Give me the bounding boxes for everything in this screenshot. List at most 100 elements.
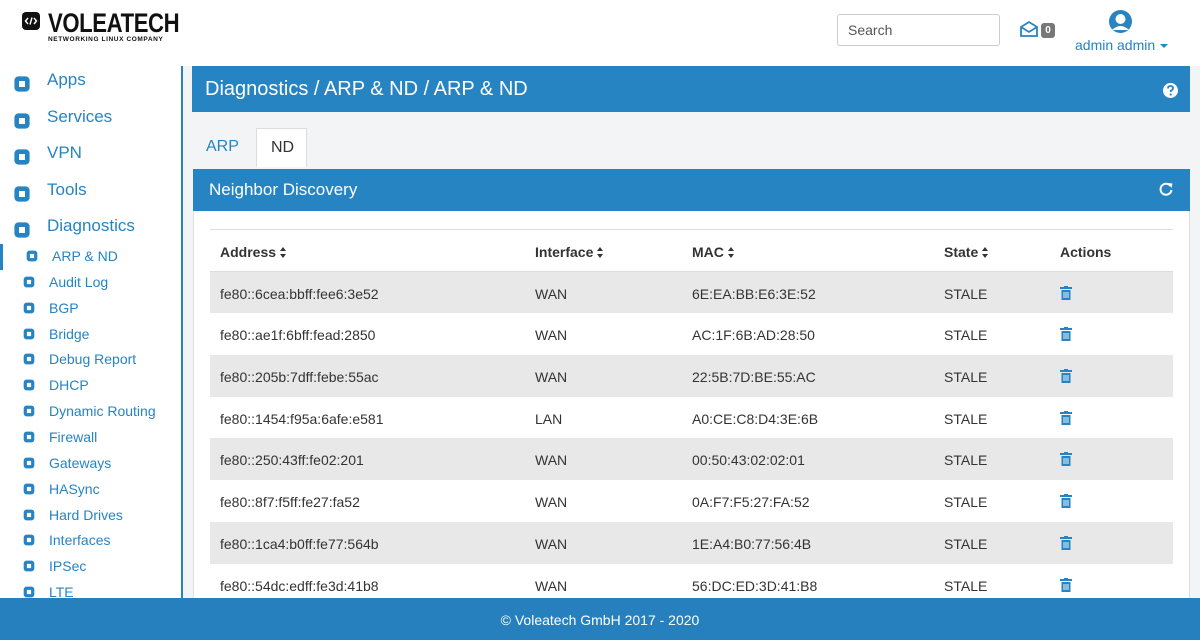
sidebar: Apps Services VPN Tools Diagnostics ARP & ND A… (0, 66, 183, 598)
column-header[interactable]: State (944, 244, 989, 260)
delete-icon[interactable] (1060, 577, 1072, 592)
user-menu[interactable]: admin admin (1075, 37, 1169, 53)
table-cell: 22:5B:7D:BE:55:AC (692, 369, 816, 386)
refresh-icon[interactable] (1159, 182, 1173, 196)
table-cell: 6E:EA:BB:E6:3E:52 (692, 285, 816, 302)
delete-icon[interactable] (1060, 285, 1072, 300)
menu-item[interactable]: Services (47, 106, 113, 126)
user-avatar[interactable] (1108, 9, 1133, 34)
table-cell: fe80::6cea:bbff:fee6:3e52 (220, 285, 379, 302)
submenu-item[interactable]: LTE (49, 584, 74, 598)
breadcrumb-bar: Diagnostics / ARP & ND / ARP & ND (192, 66, 1190, 112)
submenu-item[interactable]: HASync (49, 480, 100, 497)
panel-header: Neighbor Discovery (193, 169, 1190, 211)
delete-icon[interactable] (1060, 452, 1072, 467)
column-header[interactable]: Interface (535, 244, 604, 260)
menu-item[interactable]: Diagnostics (47, 216, 135, 236)
menu-icon (23, 276, 35, 288)
submenu-item[interactable]: Hard Drives (49, 506, 123, 523)
table-row: fe80::8f7:f5ff:fe27:fa52 WAN 0A:F7:F5:27:F… (210, 480, 1173, 522)
menu-icon (23, 586, 35, 598)
menu-icon (23, 457, 35, 469)
tagline: NETWORKING LINUX COMPANY (48, 36, 164, 43)
table-cell: fe80::1ca4:b0ff:fe77:564b (220, 535, 379, 552)
help-icon[interactable] (1163, 83, 1178, 98)
submenu-item[interactable]: Bridge (49, 325, 90, 342)
submenu-item[interactable]: IPSec (49, 558, 87, 575)
table-row: fe80::205b:7dff:febe:55ac WAN 22:5B:7D:BE:… (210, 355, 1173, 397)
column-label[interactable]: Actions (1060, 244, 1112, 260)
menu-icon (14, 186, 30, 202)
table-cell: fe80::54dc:edff:fe3d:41b8 (220, 577, 379, 594)
table-row: fe80::54dc:edff:fe3d:41b8 WAN 56:DC:ED:3D:… (210, 564, 1173, 606)
column-header[interactable]: Address (220, 244, 287, 260)
menu-icon (23, 483, 35, 494)
table-cell: 1E:A4:B0:77:56:4B (692, 535, 812, 552)
menu-icon (23, 431, 35, 443)
table-cell: 56:DC:ED:3D:41:B8 (692, 577, 818, 594)
sort-icon[interactable] (727, 247, 735, 258)
table-row: fe80::6cea:bbff:fee6:3e52 WAN 6E:EA:BB:E6:… (210, 271, 1173, 314)
menu-icon (14, 222, 30, 238)
table-cell: STALE (944, 535, 988, 552)
table-row: fe80::250:43ff:fe02:201 WAN 00:50:43:02:02… (210, 438, 1173, 481)
table-cell: STALE (944, 369, 988, 386)
column-header[interactable]: Actions (1060, 244, 1111, 260)
table-cell: STALE (944, 327, 988, 344)
menu-icon (23, 379, 35, 391)
submenu-item[interactable]: Interfaces (49, 532, 111, 549)
table-cell: AC:1F:6B:AD:28:50 (692, 327, 815, 344)
menu-item[interactable]: Apps (47, 70, 86, 89)
column-label[interactable]: Interface (535, 244, 594, 260)
table-cell: fe80::205b:7dff:febe:55ac (220, 369, 379, 386)
submenu-item[interactable]: Debug Report (49, 351, 137, 368)
mail-count[interactable]: 0 (1041, 23, 1055, 38)
table-row: fe80::1ca4:b0ff:fe77:564b WAN 1E:A4:B0:77:… (210, 521, 1173, 564)
delete-icon[interactable] (1060, 410, 1072, 425)
column-label[interactable]: Address (220, 244, 277, 260)
logo: VOLEATECH (48, 8, 180, 38)
column-header[interactable]: MAC (692, 244, 735, 260)
table-cell: fe80::ae1f:6bff:fead:2850 (220, 327, 376, 344)
submenu-item[interactable]: Firewall (49, 428, 98, 445)
submenu-item[interactable]: ARP & ND (52, 248, 118, 264)
menu-item[interactable]: VPN (47, 143, 82, 163)
tab-nd[interactable]: ND (256, 128, 307, 167)
delete-icon[interactable] (1060, 327, 1072, 342)
column-label[interactable]: MAC (692, 244, 724, 260)
submenu-item[interactable]: BGP (49, 299, 79, 316)
tab-arp[interactable]: ARP (206, 138, 239, 155)
delete-icon[interactable] (1060, 535, 1072, 550)
delete-icon[interactable] (1060, 494, 1072, 509)
sort-icon[interactable] (982, 247, 989, 258)
table-cell: fe80::8f7:f5ff:fe27:fa52 (220, 494, 360, 511)
table-cell: WAN (535, 452, 568, 469)
submenu-item[interactable]: Audit Log (49, 273, 109, 290)
table-cell: WAN (535, 285, 568, 302)
submenu-item[interactable]: Gateways (49, 454, 112, 471)
table-cell: A0:CE:C8:D4:3E:6B (692, 410, 819, 427)
menu-icon (26, 250, 38, 262)
table-cell: STALE (944, 452, 988, 469)
footer-text: © Voleatech GmbH 2017 - 2020 (500, 612, 700, 628)
logo-icon (22, 12, 40, 30)
table-cell: LAN (535, 410, 563, 427)
sort-icon[interactable] (280, 247, 287, 258)
menu-item[interactable]: Tools (47, 179, 87, 199)
sort-icon[interactable] (597, 247, 604, 258)
table-cell: WAN (535, 369, 568, 386)
mail-icon[interactable] (1019, 20, 1039, 38)
delete-icon[interactable] (1060, 369, 1072, 384)
submenu-item[interactable]: Dynamic Routing (49, 403, 156, 420)
top-bar: VOLEATECH NETWORKING LINUX COMPANY Searc… (0, 0, 1200, 66)
search-box[interactable]: Search (837, 14, 1000, 46)
user-name[interactable]: admin admin (1075, 37, 1156, 53)
menu-icon (23, 560, 35, 572)
menu-icon (23, 509, 35, 520)
footer: © Voleatech GmbH 2017 - 2020 (0, 598, 1200, 640)
submenu-item[interactable]: DHCP (49, 377, 89, 394)
column-label[interactable]: State (944, 244, 979, 260)
table-cell: WAN (535, 577, 568, 594)
